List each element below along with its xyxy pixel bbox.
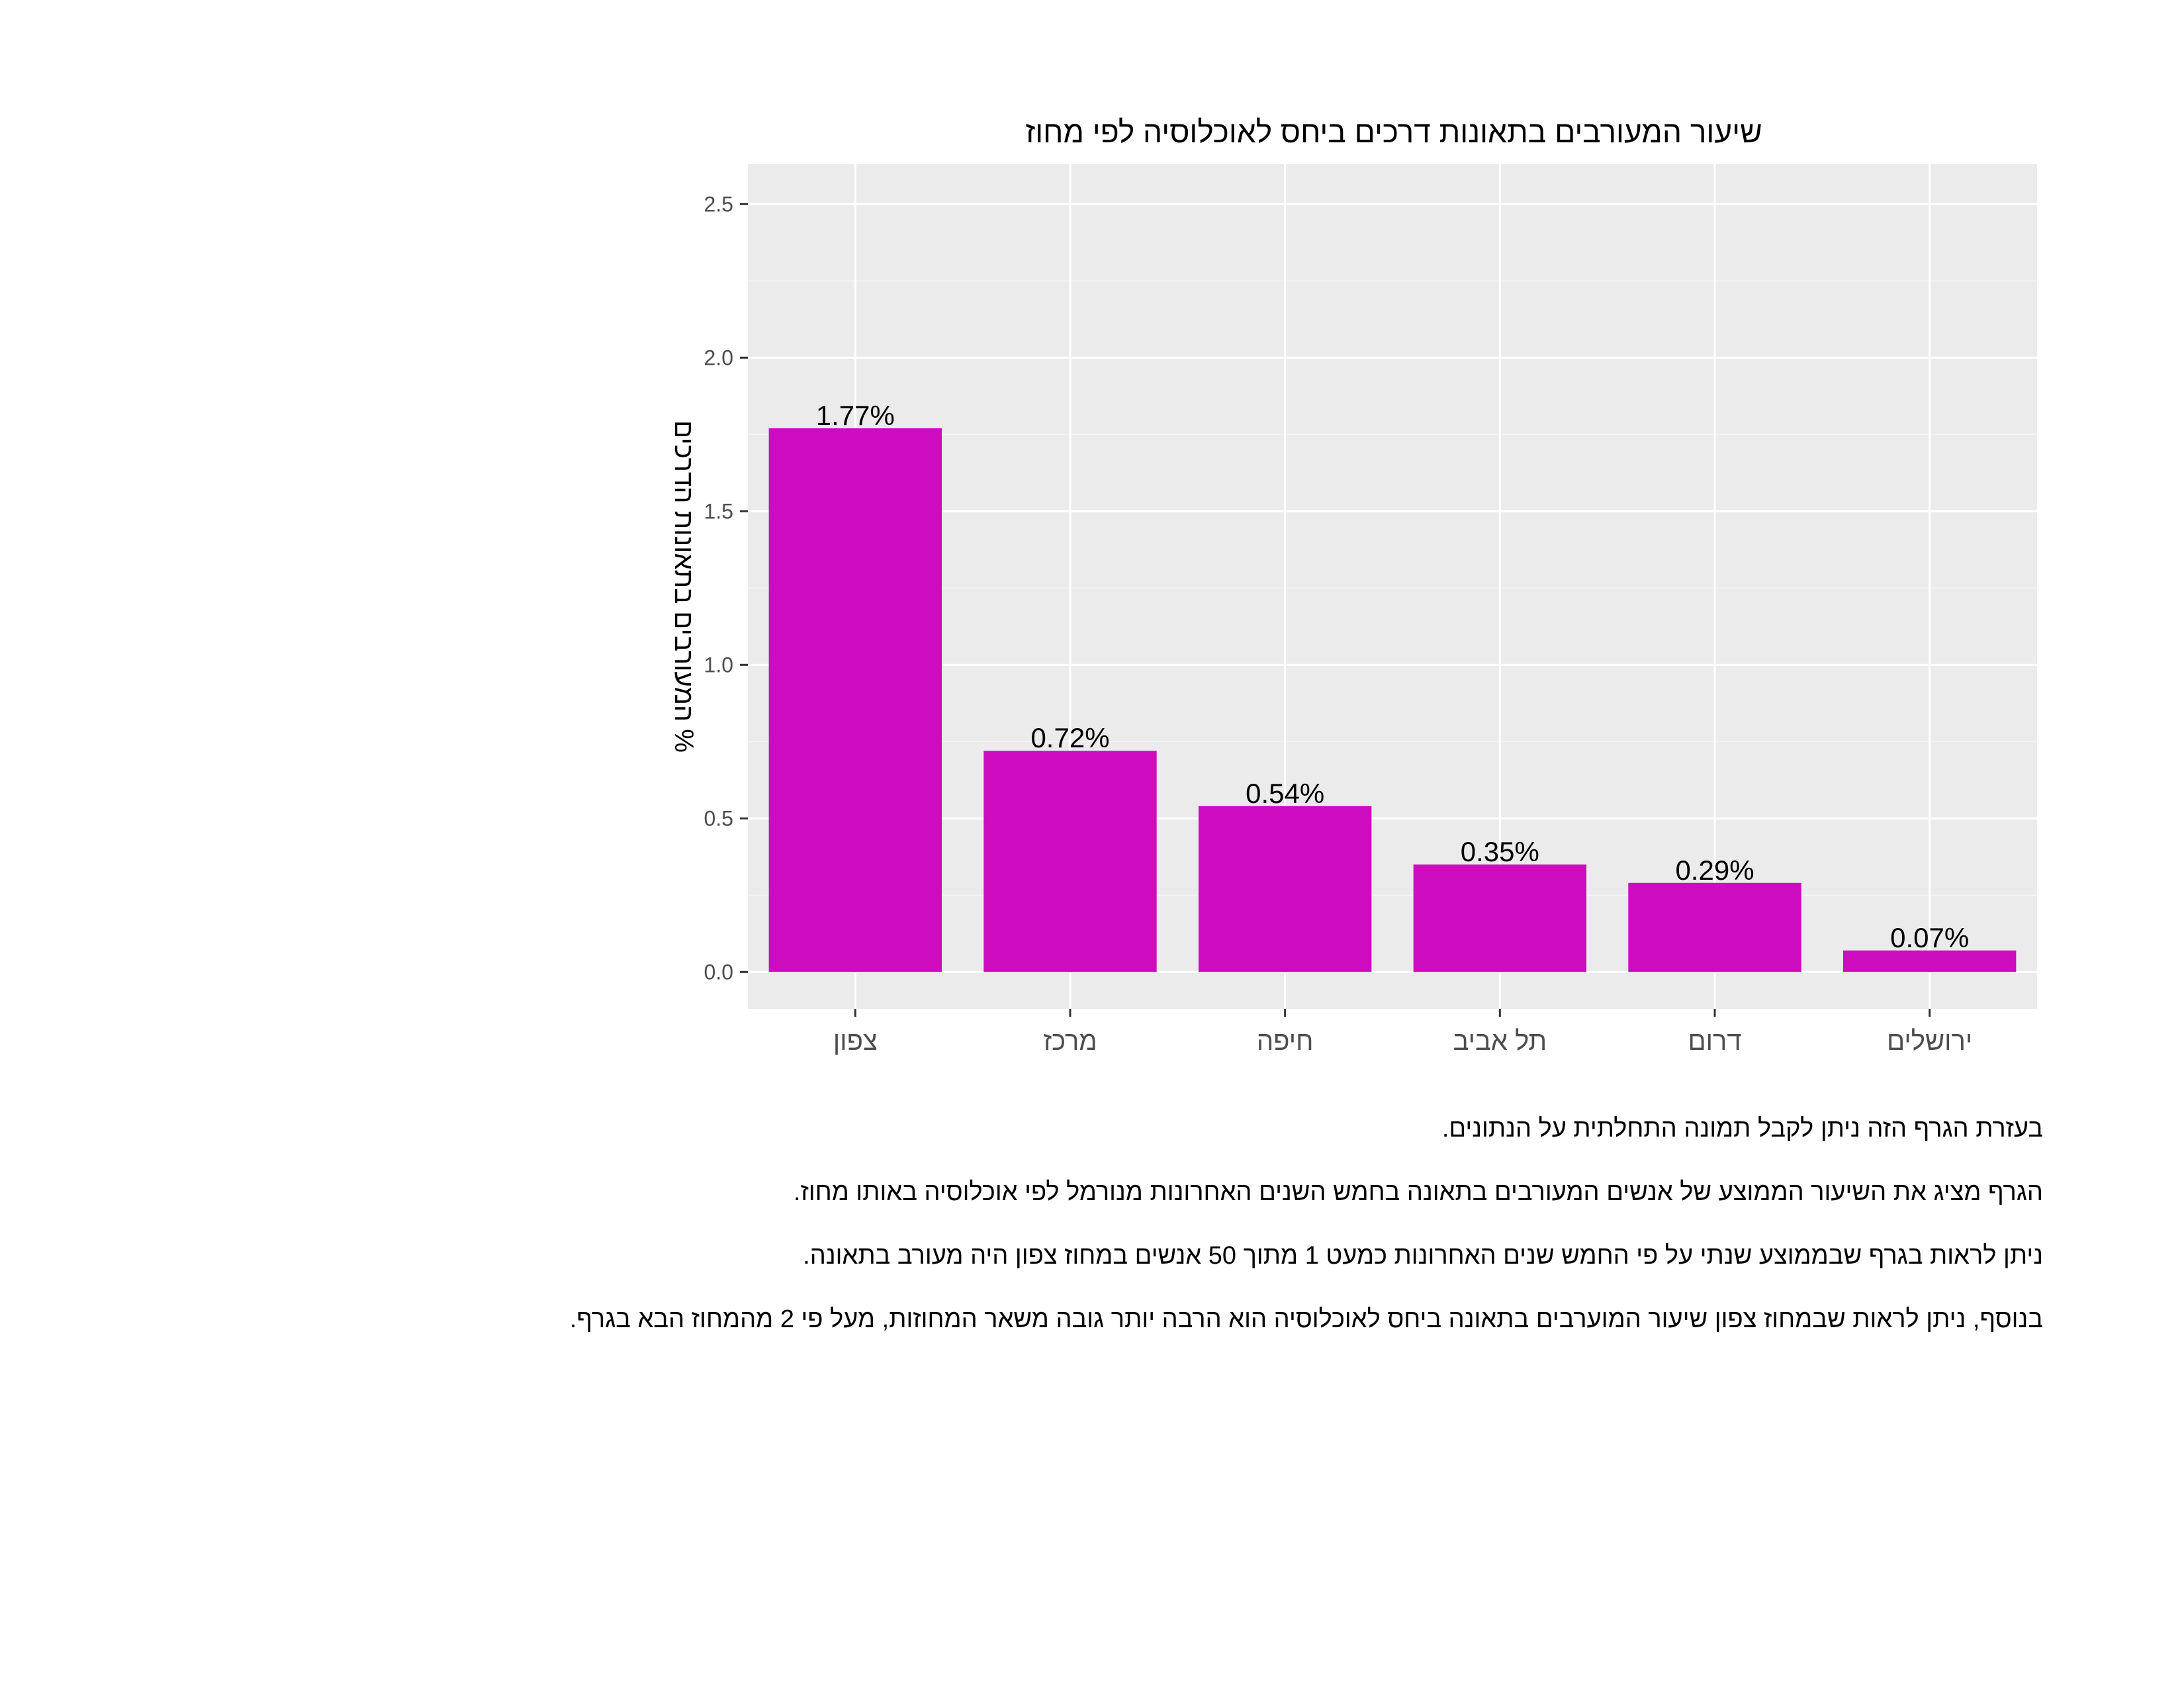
y-tick-label: 0.0: [704, 960, 733, 984]
x-tick-label: תל אביב: [1453, 1027, 1547, 1056]
major-gridlines: [748, 164, 2037, 1009]
x-axis: צפון מרכז חיפה תל אביב דרום ירושלים: [833, 1009, 1972, 1056]
x-tick-label: צפון: [833, 1027, 878, 1056]
data-label: 0.29%: [1675, 855, 1754, 886]
y-axis: 0.0 0.5 1.0 1.5 2.0 2.5: [704, 192, 748, 984]
data-label: 0.07%: [1890, 922, 1969, 953]
chart-title: שיעור המעורבים בתאונות דרכים ביחס לאוכלו…: [1025, 115, 1762, 149]
plot-panel: [748, 164, 2037, 1009]
description-line: בעזרת הגרף הזה ניתן לקבל תמונה התחלתית ע…: [1441, 1115, 2043, 1143]
y-tick-label: 1.5: [704, 499, 733, 523]
data-label: 1.77%: [816, 400, 895, 431]
description: בעזרת הגרף הזה ניתן לקבל תמונה התחלתית ע…: [190, 1115, 2043, 1370]
y-tick-label: 1.0: [704, 653, 733, 677]
description-line: הגרף מציג את השיעור הממוצע של אנשים המעו…: [794, 1178, 2043, 1206]
minor-gridlines: [748, 280, 2037, 896]
bar: [1843, 950, 2017, 972]
description-line: בנוסף, ניתן לראות שבמחוז צפון שיעור המוע…: [569, 1305, 2043, 1333]
bar: [768, 428, 942, 972]
y-tick-label: 2.5: [704, 192, 733, 216]
bar: [983, 751, 1157, 972]
bar: [1628, 882, 1801, 972]
x-tick-label: מרכז: [1043, 1027, 1097, 1056]
y-tick-label: 0.5: [704, 806, 733, 830]
bars: [768, 428, 2017, 972]
x-tick-label: חיפה: [1257, 1027, 1314, 1056]
data-labels: 1.77% 0.72% 0.54% 0.35% 0.29% 0.07%: [816, 400, 1969, 953]
bar: [1413, 864, 1587, 972]
bar-chart: שיעור המעורבים בתאונות דרכים ביחס לאוכלו…: [669, 115, 2037, 1056]
data-label: 0.54%: [1246, 778, 1324, 809]
description-line: ניתן לראות בגרף שבממוצע שנתי על פי החמש …: [803, 1242, 2043, 1270]
bar: [1198, 806, 1372, 972]
y-axis-title: % המעורבים בתאונות הדרכים: [669, 420, 698, 753]
data-label: 0.35%: [1461, 836, 1539, 867]
x-tick-label: ירושלים: [1887, 1027, 1972, 1056]
x-tick-label: דרום: [1688, 1027, 1741, 1056]
y-tick-label: 2.0: [704, 346, 733, 369]
data-label: 0.72%: [1030, 722, 1109, 753]
